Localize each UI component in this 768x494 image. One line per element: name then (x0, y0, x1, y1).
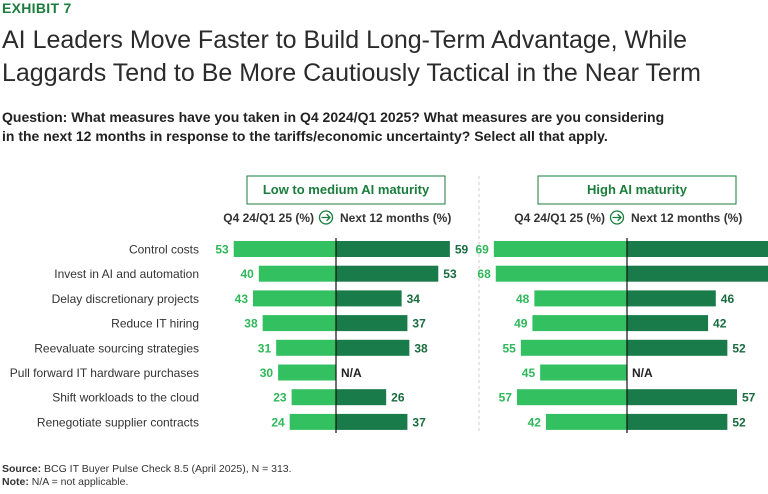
panel-1-value-next-pull-forward-it-hardware-purchases: N/A (341, 366, 362, 380)
panel-1-bar-next-control-costs (336, 241, 450, 257)
panel-2-bar-next-control-costs (627, 241, 768, 257)
panel-1-bar-current-control-costs (233, 241, 336, 257)
source-note: Source: BCG IT Buyer Pulse Check 8.5 (Ap… (2, 463, 292, 476)
panel-1-bar-current-reduce-it-hiring (262, 315, 336, 332)
panel-2-value-next-renegotiate-supplier-contracts: 52 (732, 415, 746, 429)
panel-1-bar-next-reevaluate-sourcing-strategies (336, 339, 410, 356)
panel-2-bar-next-reevaluate-sourcing-strategies (627, 339, 728, 356)
question-text: Question: What measures have you taken i… (2, 108, 762, 146)
panel-2-value-current-delay-discretionary-projects: 48 (516, 292, 530, 306)
panel-2-title-box (537, 175, 737, 205)
question-line-2: in the next 12 months in response to the… (2, 128, 608, 144)
panel-1-current-header: Q4 24/Q1 25 (%) (223, 211, 314, 225)
panel-2-bar-current-control-costs (493, 241, 627, 257)
panel-1-bar-next-invest-in-ai-and-automation (336, 265, 439, 282)
panel-2-value-current-control-costs: 69 (475, 243, 489, 257)
panel-1-value-current-delay-discretionary-projects: 43 (235, 292, 249, 306)
question-line-1: Question: What measures have you taken i… (2, 109, 665, 125)
panel-1-value-next-delay-discretionary-projects: 34 (407, 292, 421, 306)
panel-1-value-next-renegotiate-supplier-contracts: 37 (412, 415, 426, 429)
panel-2-title: High AI maturity (587, 182, 688, 197)
panel-2-value-next-delay-discretionary-projects: 46 (721, 292, 735, 306)
panel-1-value-current-reduce-it-hiring: 38 (244, 317, 258, 331)
chart-title: AI Leaders Move Faster to Build Long-Ter… (2, 24, 762, 90)
category-label-reduce-it-hiring: Reduce IT hiring (111, 317, 199, 331)
panel-1-value-current-reevaluate-sourcing-strategies: 31 (258, 341, 272, 355)
panel-1-value-next-invest-in-ai-and-automation: 53 (443, 267, 457, 281)
panel-1-value-next-shift-workloads-to-the-cloud: 26 (391, 391, 405, 405)
panel-2-bar-next-invest-in-ai-and-automation (627, 265, 768, 282)
na-note: Note: N/A = not applicable. (2, 476, 292, 489)
panel-2-value-current-reevaluate-sourcing-strategies: 55 (502, 341, 516, 355)
note-label: Note: (2, 476, 29, 488)
panel-2-value-current-invest-in-ai-and-automation: 68 (477, 267, 491, 281)
panel-2-bar-next-renegotiate-supplier-contracts (627, 413, 728, 430)
panel-2-bar-next-delay-discretionary-projects (627, 290, 716, 307)
panel-2-value-next-shift-workloads-to-the-cloud: 57 (742, 391, 756, 405)
panel-2-next-header: Next 12 months (%) (631, 211, 742, 225)
category-label-reevaluate-sourcing-strategies: Reevaluate sourcing strategies (34, 341, 199, 355)
panel-1-bar-next-reduce-it-hiring (336, 315, 408, 332)
panel-1-value-next-reduce-it-hiring: 37 (412, 317, 426, 331)
panel-1-bar-current-renegotiate-supplier-contracts (289, 413, 336, 430)
panel-1-title: Low to medium AI maturity (263, 182, 430, 197)
source-label: Source: (2, 463, 42, 475)
panel-2-arrow-icon (612, 213, 622, 222)
category-label-delay-discretionary-projects: Delay discretionary projects (52, 292, 199, 306)
panel-2-bar-next-shift-workloads-to-the-cloud (627, 389, 738, 406)
panel-1-bar-current-delay-discretionary-projects (253, 290, 336, 307)
category-label-renegotiate-supplier-contracts: Renegotiate supplier contracts (37, 415, 199, 429)
panel-2-bar-current-renegotiate-supplier-contracts (545, 413, 627, 430)
panel-1-bar-current-pull-forward-it-hardware-purchases (278, 364, 336, 381)
note-text: N/A = not applicable. (28, 476, 129, 488)
category-label-invest-in-ai-and-automation: Invest in AI and automation (54, 267, 199, 281)
category-label-pull-forward-it-hardware-purchases: Pull forward IT hardware purchases (10, 366, 199, 380)
panel-2-bar-current-reduce-it-hiring (532, 315, 627, 332)
title-line-1: AI Leaders Move Faster to Build Long-Ter… (2, 26, 688, 54)
panel-1-arrow-circle-icon (318, 210, 334, 225)
panel-1-value-next-reevaluate-sourcing-strategies: 38 (414, 341, 428, 355)
panel-2-bar-next-reduce-it-hiring (627, 315, 709, 332)
panel-2-bar-current-invest-in-ai-and-automation (495, 265, 627, 282)
panel-1-bar-current-reevaluate-sourcing-strategies (276, 339, 336, 356)
category-label-control-costs: Control costs (129, 243, 199, 257)
panel-2-bar-current-shift-workloads-to-the-cloud (516, 389, 627, 406)
panel-2-arrow-circle-icon (609, 210, 625, 225)
panel-2-bar-current-delay-discretionary-projects (534, 290, 627, 307)
panel-1-bar-next-shift-workloads-to-the-cloud (336, 389, 387, 406)
panel-2-value-current-renegotiate-supplier-contracts: 42 (528, 415, 542, 429)
panel-1-bar-next-delay-discretionary-projects (336, 290, 402, 307)
panel-1-value-current-control-costs: 53 (215, 243, 229, 257)
panel-2-value-current-reduce-it-hiring: 49 (514, 317, 528, 331)
footer: Source: BCG IT Buyer Pulse Check 8.5 (Ap… (2, 463, 292, 489)
panel-1-value-next-control-costs: 59 (455, 243, 469, 257)
panel-2-bar-current-reevaluate-sourcing-strategies (520, 339, 627, 356)
panel-2-current-header: Q4 24/Q1 25 (%) (514, 211, 605, 225)
category-label-shift-workloads-to-the-cloud: Shift workloads to the cloud (52, 391, 199, 405)
panel-1-title-box (246, 175, 446, 205)
panel-1-value-current-pull-forward-it-hardware-purchases: 30 (260, 366, 274, 380)
panel-1-bar-current-invest-in-ai-and-automation (258, 265, 336, 282)
panel-1-arrow-icon (321, 213, 331, 222)
panel-1-bar-next-renegotiate-supplier-contracts (336, 413, 408, 430)
panel-2-value-current-pull-forward-it-hardware-purchases: 45 (522, 366, 536, 380)
panel-1-value-current-renegotiate-supplier-contracts: 24 (271, 415, 285, 429)
panel-2-value-next-reduce-it-hiring: 42 (713, 317, 727, 331)
source-text: BCG IT Buyer Pulse Check 8.5 (April 2025… (41, 463, 292, 475)
panel-2-value-current-shift-workloads-to-the-cloud: 57 (499, 391, 513, 405)
panel-1-next-header: Next 12 months (%) (340, 211, 451, 225)
title-line-2: Laggards Tend to Be More Cautiously Tact… (2, 59, 701, 87)
panel-1-value-current-shift-workloads-to-the-cloud: 23 (273, 391, 287, 405)
panel-1-value-current-invest-in-ai-and-automation: 40 (240, 267, 254, 281)
panel-1-bar-current-shift-workloads-to-the-cloud (291, 389, 336, 406)
panel-2-value-next-pull-forward-it-hardware-purchases: N/A (632, 366, 653, 380)
panel-2-value-next-reevaluate-sourcing-strategies: 52 (732, 341, 746, 355)
panel-2-bar-current-pull-forward-it-hardware-purchases (540, 364, 627, 381)
exhibit-label: EXHIBIT 7 (2, 0, 72, 16)
